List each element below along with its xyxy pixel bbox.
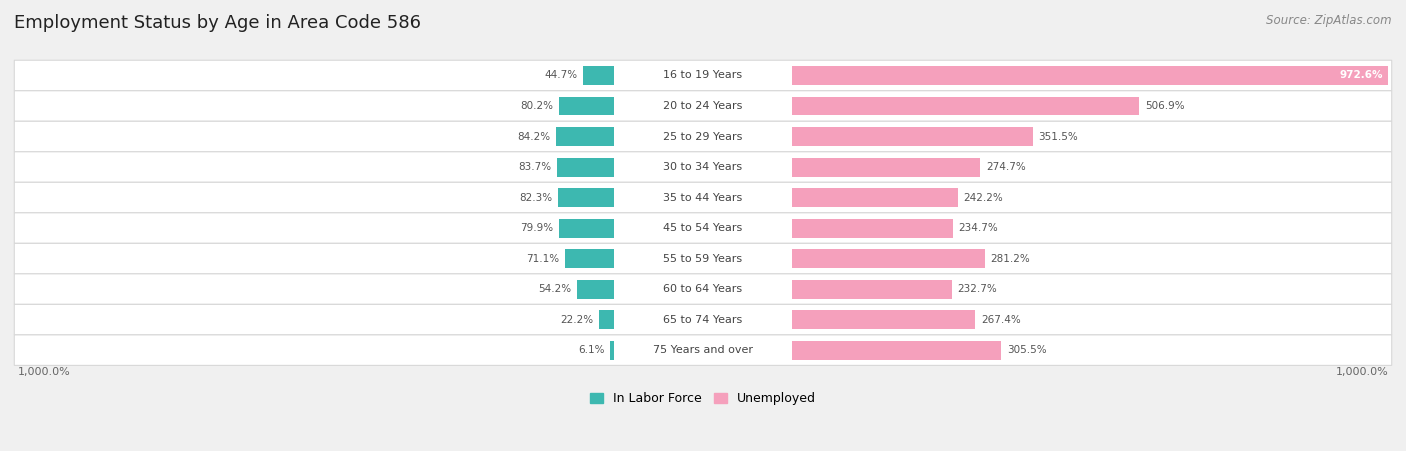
Text: 242.2%: 242.2% <box>963 193 1004 202</box>
FancyBboxPatch shape <box>14 213 1392 244</box>
Bar <box>610 341 614 359</box>
Text: 25 to 29 Years: 25 to 29 Years <box>664 132 742 142</box>
Bar <box>792 127 1033 146</box>
Text: 506.9%: 506.9% <box>1144 101 1185 111</box>
Bar <box>583 66 614 85</box>
Text: 35 to 44 Years: 35 to 44 Years <box>664 193 742 202</box>
Text: 1,000.0%: 1,000.0% <box>1336 367 1388 377</box>
Text: 972.6%: 972.6% <box>1340 70 1382 80</box>
Bar <box>565 249 614 268</box>
Bar <box>792 66 1388 85</box>
FancyBboxPatch shape <box>14 274 1392 304</box>
Text: 60 to 64 Years: 60 to 64 Years <box>664 284 742 294</box>
Text: 234.7%: 234.7% <box>959 223 998 233</box>
Text: 305.5%: 305.5% <box>1007 345 1046 355</box>
Text: 80.2%: 80.2% <box>520 101 554 111</box>
Text: 45 to 54 Years: 45 to 54 Years <box>664 223 742 233</box>
Bar <box>560 219 614 238</box>
Text: Employment Status by Age in Area Code 586: Employment Status by Age in Area Code 58… <box>14 14 420 32</box>
Text: 65 to 74 Years: 65 to 74 Years <box>664 315 742 325</box>
Text: 1,000.0%: 1,000.0% <box>18 367 70 377</box>
Text: 20 to 24 Years: 20 to 24 Years <box>664 101 742 111</box>
FancyBboxPatch shape <box>14 244 1392 274</box>
Text: 84.2%: 84.2% <box>517 132 551 142</box>
Text: 281.2%: 281.2% <box>990 253 1031 263</box>
Bar <box>558 188 614 207</box>
Bar <box>792 310 976 329</box>
Text: 232.7%: 232.7% <box>957 284 997 294</box>
Text: 44.7%: 44.7% <box>544 70 578 80</box>
Text: 54.2%: 54.2% <box>538 284 571 294</box>
Bar <box>792 280 952 299</box>
Text: 55 to 59 Years: 55 to 59 Years <box>664 253 742 263</box>
Text: 83.7%: 83.7% <box>517 162 551 172</box>
Text: 351.5%: 351.5% <box>1039 132 1078 142</box>
FancyBboxPatch shape <box>14 335 1392 365</box>
FancyBboxPatch shape <box>14 152 1392 182</box>
FancyBboxPatch shape <box>14 304 1392 335</box>
Bar <box>792 188 957 207</box>
Text: 79.9%: 79.9% <box>520 223 554 233</box>
Text: 274.7%: 274.7% <box>986 162 1025 172</box>
Bar <box>792 97 1139 115</box>
Bar <box>792 249 984 268</box>
Bar <box>792 341 1001 359</box>
Bar <box>599 310 614 329</box>
Text: 82.3%: 82.3% <box>519 193 553 202</box>
FancyBboxPatch shape <box>14 121 1392 152</box>
Legend: In Labor Force, Unemployed: In Labor Force, Unemployed <box>585 387 821 410</box>
Text: Source: ZipAtlas.com: Source: ZipAtlas.com <box>1267 14 1392 27</box>
Text: 30 to 34 Years: 30 to 34 Years <box>664 162 742 172</box>
Text: 6.1%: 6.1% <box>578 345 605 355</box>
Bar <box>792 219 953 238</box>
Bar <box>560 97 614 115</box>
Text: 267.4%: 267.4% <box>981 315 1021 325</box>
Bar <box>557 157 614 176</box>
Text: 16 to 19 Years: 16 to 19 Years <box>664 70 742 80</box>
Bar <box>576 280 614 299</box>
Bar <box>792 157 980 176</box>
Text: 75 Years and over: 75 Years and over <box>652 345 754 355</box>
Bar <box>557 127 614 146</box>
Text: 22.2%: 22.2% <box>560 315 593 325</box>
Text: 71.1%: 71.1% <box>527 253 560 263</box>
FancyBboxPatch shape <box>14 60 1392 91</box>
FancyBboxPatch shape <box>14 91 1392 121</box>
FancyBboxPatch shape <box>14 182 1392 213</box>
